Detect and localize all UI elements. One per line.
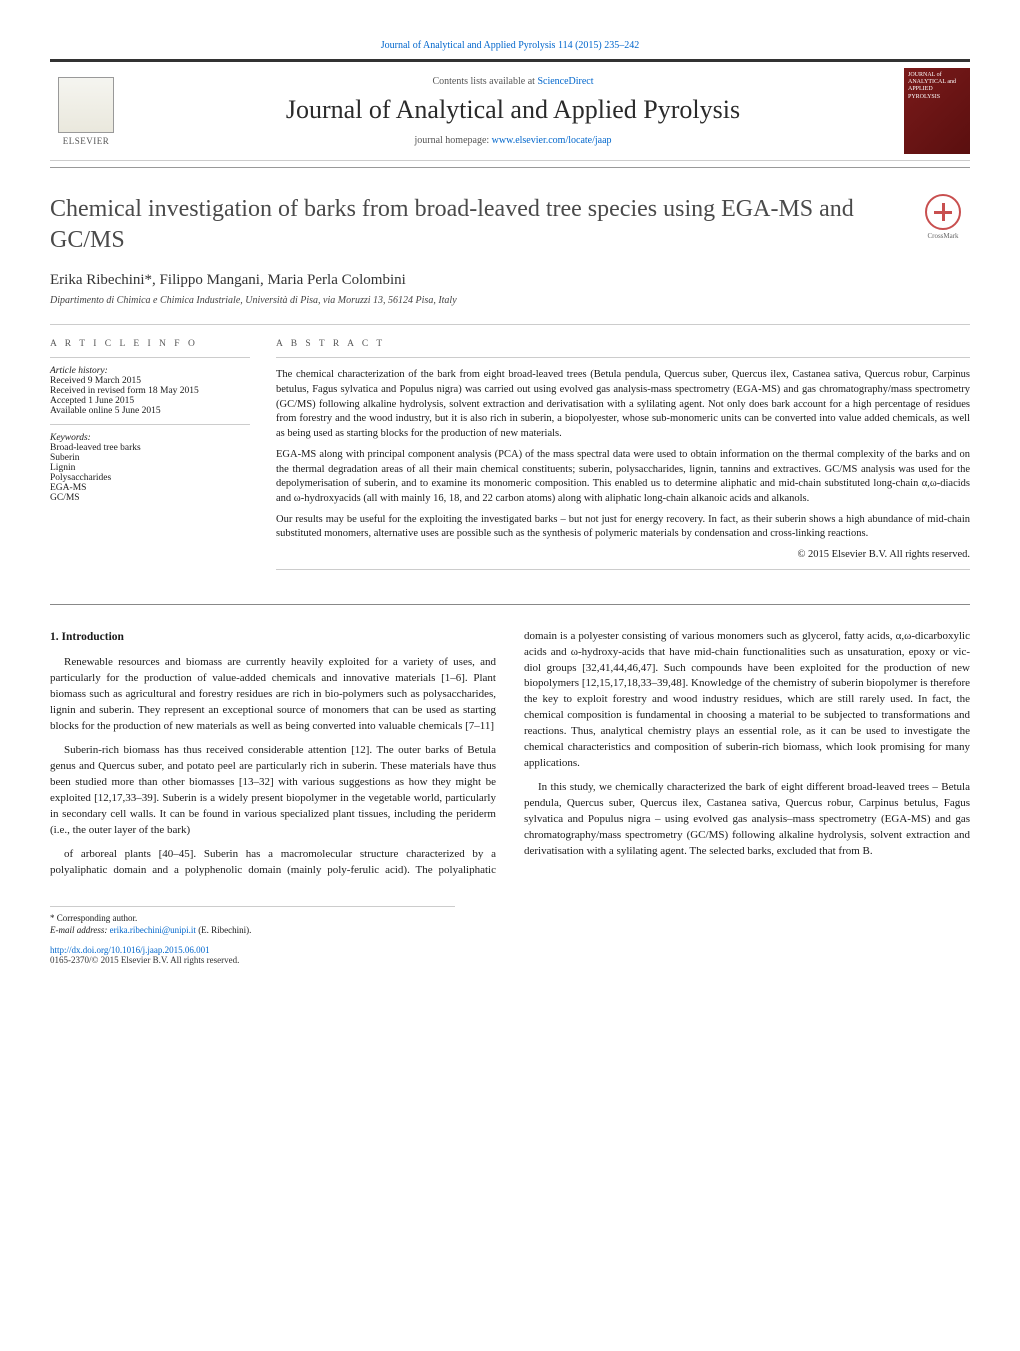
keyword: Broad-leaved tree barks [50,443,250,453]
body-text: 1. Introduction Renewable resources and … [50,629,970,879]
affiliation: Dipartimento di Chimica e Chimica Indust… [50,295,970,306]
abstract-block: A B S T R A C T The chemical characteriz… [276,339,970,579]
article-info-block: A R T I C L E I N F O Article history: R… [50,339,250,579]
email-link[interactable]: erika.ribechini@unipi.it [110,925,196,935]
history-line: Received 9 March 2015 [50,376,250,386]
history-label: Article history: [50,366,250,376]
doi-block: http://dx.doi.org/10.1016/j.jaap.2015.06… [50,945,970,965]
journal-homepage-line: journal homepage: www.elsevier.com/locat… [122,135,904,146]
masthead: ELSEVIER Contents lists available at Sci… [50,59,970,161]
crossmark-icon [925,194,961,230]
doi-link[interactable]: http://dx.doi.org/10.1016/j.jaap.2015.06… [50,945,210,955]
corresponding-author-footnote: * Corresponding author. E-mail address: … [50,906,455,935]
history-line: Accepted 1 June 2015 [50,396,250,406]
email-line: E-mail address: erika.ribechini@unipi.it… [50,925,455,935]
publisher-logo: ELSEVIER [50,71,122,151]
article-info-heading: A R T I C L E I N F O [50,339,250,349]
keyword: Polysaccharides [50,473,250,483]
keyword: GC/MS [50,493,250,503]
abstract-copyright: © 2015 Elsevier B.V. All rights reserved… [276,548,970,563]
history-line: Available online 5 June 2015 [50,406,250,416]
sciencedirect-link[interactable]: ScienceDirect [537,76,593,87]
journal-cover-thumb: JOURNAL of ANALYTICAL and APPLIED PYROLY… [904,68,970,154]
crossmark-badge[interactable]: CrossMark [916,194,970,248]
corr-label: * Corresponding author. [50,913,455,923]
body-paragraph: Renewable resources and biomass are curr… [50,655,496,735]
abstract-heading: A B S T R A C T [276,339,970,349]
article-title: Chemical investigation of barks from bro… [50,194,896,256]
section-heading: 1. Introduction [50,629,496,646]
journal-homepage-link[interactable]: www.elsevier.com/locate/jaap [492,135,612,146]
abstract-paragraph: EGA-MS along with principal component an… [276,448,970,507]
history-line: Received in revised form 18 May 2015 [50,386,250,396]
contents-available-line: Contents lists available at ScienceDirec… [122,76,904,87]
elsevier-tree-icon [58,77,114,133]
authors-line: Erika Ribechini*, Filippo Mangani, Maria… [50,272,970,289]
keyword: Suberin [50,453,250,463]
running-head-link[interactable]: Journal of Analytical and Applied Pyroly… [381,40,640,51]
keyword: Lignin [50,463,250,473]
issn-copyright: 0165-2370/© 2015 Elsevier B.V. All right… [50,955,970,965]
section-divider [50,604,970,605]
publisher-name: ELSEVIER [63,136,110,146]
keywords-label: Keywords: [50,433,250,443]
abstract-paragraph: The chemical characterization of the bar… [276,368,970,441]
abstract-paragraph: Our results may be useful for the exploi… [276,513,970,542]
body-paragraph: Suberin-rich biomass has thus received c… [50,743,496,839]
running-head: Journal of Analytical and Applied Pyroly… [50,40,970,51]
journal-title: Journal of Analytical and Applied Pyroly… [122,95,904,125]
keyword: EGA-MS [50,483,250,493]
crossmark-label: CrossMark [927,232,958,240]
body-paragraph: In this study, we chemically characteriz… [524,780,970,860]
